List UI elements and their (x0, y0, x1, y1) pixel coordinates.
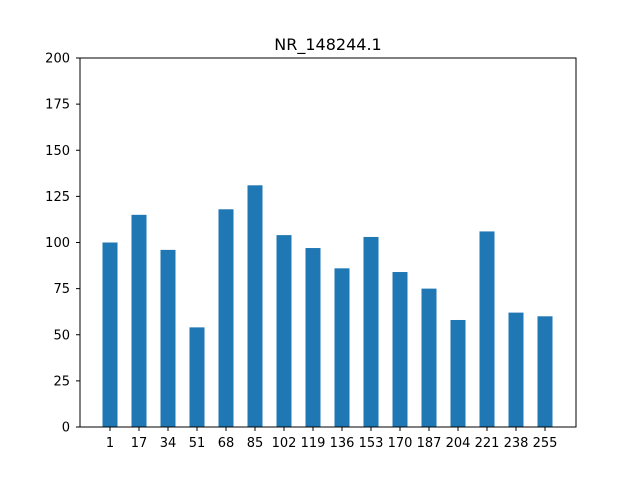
bar-1 (102, 242, 118, 427)
x-tick-label-221: 221 (475, 436, 500, 451)
x-tick-label-17: 17 (131, 436, 148, 451)
y-tick-label-200: 200 (45, 52, 70, 67)
y-tick-label-75: 75 (53, 282, 70, 297)
bar-51 (189, 327, 205, 427)
bar-187 (421, 288, 437, 427)
bar-136 (334, 268, 350, 427)
y-tick-label-125: 125 (45, 190, 70, 205)
bar-170 (392, 272, 408, 427)
x-tick-label-170: 170 (388, 436, 413, 451)
x-tick-label-51: 51 (189, 436, 206, 451)
y-tick-label-100: 100 (45, 236, 70, 251)
bar-34 (160, 249, 176, 427)
x-tick-label-187: 187 (417, 436, 442, 451)
chart-title: NR_148244.1 (274, 35, 381, 55)
x-tick-label-68: 68 (218, 436, 235, 451)
x-tick-label-136: 136 (330, 436, 355, 451)
x-tick-label-204: 204 (446, 436, 471, 451)
bar-119 (305, 248, 321, 427)
x-tick-label-255: 255 (533, 436, 558, 451)
bars-group (102, 185, 553, 427)
bar-238 (508, 312, 524, 427)
bar-221 (479, 231, 495, 427)
bar-85 (247, 185, 263, 427)
x-tick-label-85: 85 (247, 436, 264, 451)
y-tick-label-50: 50 (53, 328, 70, 343)
x-tick-label-153: 153 (359, 436, 384, 451)
y-tick-label-25: 25 (53, 374, 70, 389)
bar-204 (450, 319, 466, 427)
x-tick-label-34: 34 (160, 436, 177, 451)
y-tick-label-175: 175 (45, 98, 70, 113)
bar-255 (537, 316, 553, 427)
x-axis: 1 17 34 51 68 85 102 119 136 153 170 187 204 221 238 25… (106, 427, 558, 451)
bar-153 (363, 236, 379, 427)
y-tick-label-150: 150 (45, 144, 70, 159)
bar-17 (131, 214, 147, 427)
x-tick-label-119: 119 (301, 436, 326, 451)
x-tick-label-102: 102 (272, 436, 297, 451)
plot-frame (79, 57, 577, 428)
x-tick-label-1: 1 (106, 436, 114, 451)
y-tick-label-0: 0 (62, 421, 70, 436)
y-axis: 0 25 50 75 100 125 150 175 200 (45, 52, 80, 436)
bar-102 (276, 235, 292, 427)
bar-68 (218, 209, 234, 427)
x-tick-label-238: 238 (504, 436, 529, 451)
